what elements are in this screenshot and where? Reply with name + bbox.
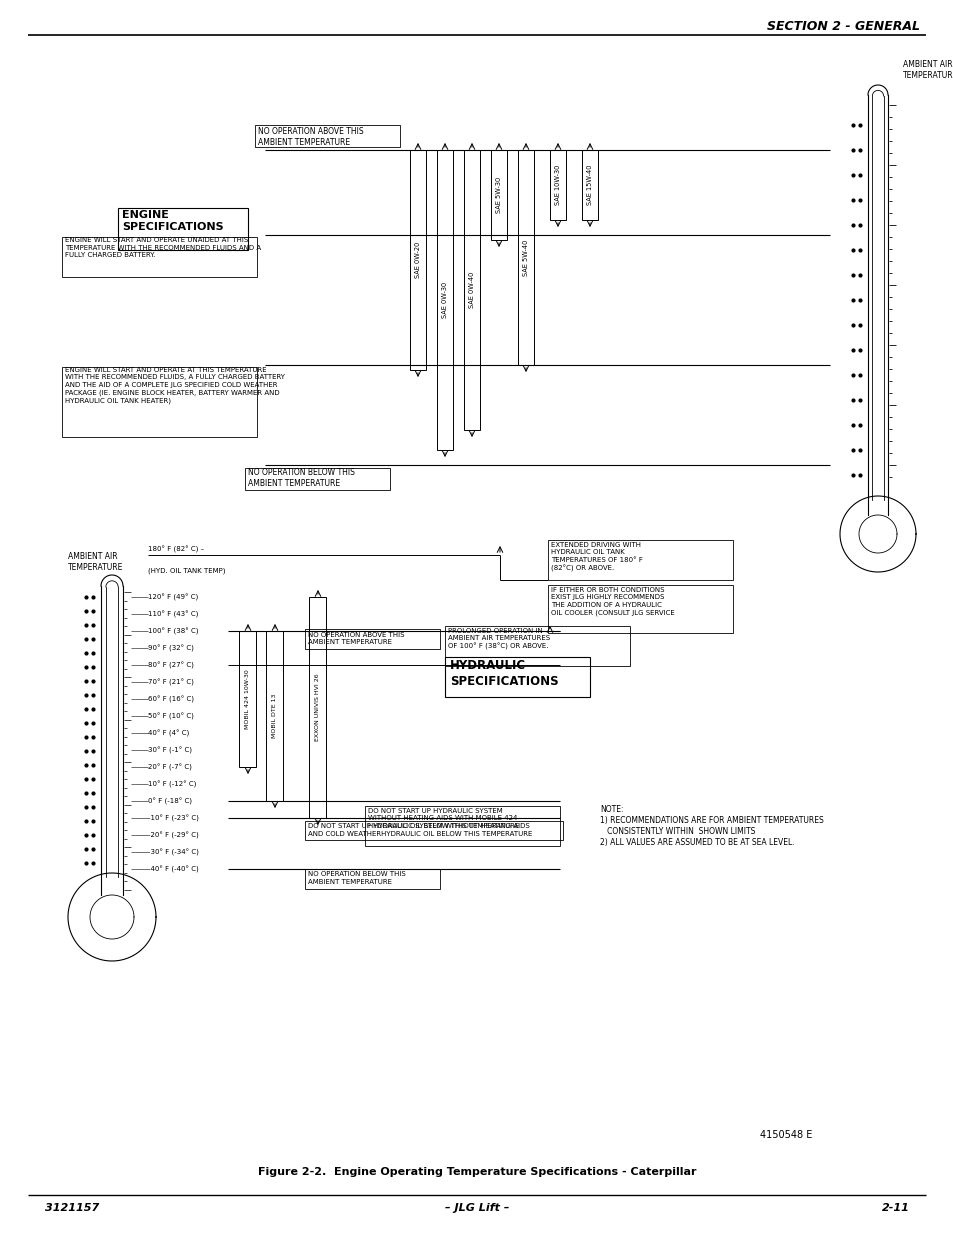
Bar: [365, 806, 559, 846]
Text: – JLG Lift –: – JLG Lift –: [444, 1203, 509, 1213]
Text: AMBIENT AIR
TEMPERATURE: AMBIENT AIR TEMPERATURE: [68, 552, 123, 572]
Text: 30° F (-1° C): 30° F (-1° C): [148, 746, 192, 753]
Text: AMBIENT AIR
TEMPERATURE: AMBIENT AIR TEMPERATURE: [902, 61, 953, 80]
Text: Figure 2-2.  Engine Operating Temperature Specifications - Caterpillar: Figure 2-2. Engine Operating Temperature…: [257, 1167, 696, 1177]
Text: -30° F (-34° C): -30° F (-34° C): [148, 848, 198, 856]
Text: 70° F (21° C): 70° F (21° C): [148, 678, 193, 685]
Bar: [305, 869, 439, 889]
Text: 50° F (10° C): 50° F (10° C): [148, 713, 193, 720]
Bar: [444, 626, 629, 666]
Bar: [305, 629, 439, 650]
Text: -20° F (-29° C): -20° F (-29° C): [148, 831, 198, 839]
Text: 3121157: 3121157: [45, 1203, 99, 1213]
Bar: [62, 367, 256, 437]
Bar: [517, 149, 534, 366]
Text: DO NOT START UP HYDRAULIC SYSTEM
WITHOUT HEATING AIDS WITH MOBILE 424
HYDRAULIC : DO NOT START UP HYDRAULIC SYSTEM WITHOUT…: [368, 808, 518, 829]
Text: EXTENDED DRIVING WITH
HYDRAULIC OIL TANK
TEMPERATURES OF 180° F
(82°C) OR ABOVE.: EXTENDED DRIVING WITH HYDRAULIC OIL TANK…: [551, 542, 642, 572]
Text: PROLONGED OPERATION IN
AMBIENT AIR TEMPERATURES
OF 100° F (38°C) OR ABOVE.: PROLONGED OPERATION IN AMBIENT AIR TEMPE…: [448, 629, 550, 651]
Text: 180° F (82° C) –: 180° F (82° C) –: [148, 546, 204, 553]
Text: MOBIL DTE 13: MOBIL DTE 13: [273, 694, 277, 739]
Text: -10° F (-23° C): -10° F (-23° C): [148, 814, 198, 821]
Text: DO NOT START UP HYDRAULIC SYSTEM WITHOUT HEATING AIDS
AND COLD WEATHERHYDRAULIC : DO NOT START UP HYDRAULIC SYSTEM WITHOUT…: [308, 823, 532, 836]
Text: 80° F (27° C): 80° F (27° C): [148, 662, 193, 668]
Text: SAE 5W-40: SAE 5W-40: [522, 240, 529, 275]
Bar: [547, 540, 732, 580]
Text: 120° F (49° C): 120° F (49° C): [148, 593, 198, 600]
Text: IF EITHER OR BOTH CONDITIONS
EXIST JLG HIGHLY RECOMMENDS
THE ADDITION OF A HYDRA: IF EITHER OR BOTH CONDITIONS EXIST JLG H…: [551, 587, 674, 616]
Bar: [550, 149, 565, 220]
Text: 110° F (43° C): 110° F (43° C): [148, 610, 198, 618]
Bar: [254, 125, 399, 147]
Bar: [444, 657, 589, 697]
Text: 2-11: 2-11: [882, 1203, 909, 1213]
Text: ENGINE WILL START AND OPERATE AT THIS TEMPERATURE
WITH THE RECOMMENDED FLUIDS, A: ENGINE WILL START AND OPERATE AT THIS TE…: [65, 367, 285, 404]
Bar: [309, 597, 326, 818]
Text: 0° F (-18° C): 0° F (-18° C): [148, 798, 192, 805]
Text: 100° F (38° C): 100° F (38° C): [148, 627, 198, 635]
Bar: [436, 149, 453, 450]
Bar: [245, 468, 390, 490]
Text: 40° F (4° C): 40° F (4° C): [148, 730, 189, 736]
Bar: [410, 149, 426, 370]
Text: EXXON UNIVIS HVI 26: EXXON UNIVIS HVI 26: [315, 673, 320, 741]
Text: NO OPERATION BELOW THIS
AMBIENT TEMPERATURE: NO OPERATION BELOW THIS AMBIENT TEMPERAT…: [248, 468, 355, 488]
Text: 10° F (-12° C): 10° F (-12° C): [148, 781, 196, 788]
Text: SAE 15W-40: SAE 15W-40: [586, 164, 593, 205]
Bar: [547, 585, 732, 634]
Text: SAE 0W-40: SAE 0W-40: [469, 272, 475, 309]
Text: (HYD. OIL TANK TEMP): (HYD. OIL TANK TEMP): [148, 567, 225, 573]
Text: ENGINE
SPECIFICATIONS: ENGINE SPECIFICATIONS: [122, 210, 223, 232]
Text: -40° F (-40° C): -40° F (-40° C): [148, 866, 198, 873]
Text: HYDRAULIC
SPECIFICATIONS: HYDRAULIC SPECIFICATIONS: [450, 659, 558, 688]
Text: NO OPERATION ABOVE THIS
AMBIENT TEMPERATURE: NO OPERATION ABOVE THIS AMBIENT TEMPERAT…: [257, 127, 363, 147]
Text: SECTION 2 - GENERAL: SECTION 2 - GENERAL: [766, 20, 919, 33]
Text: NO OPERATION BELOW THIS
AMBIENT TEMPERATURE: NO OPERATION BELOW THIS AMBIENT TEMPERAT…: [308, 871, 405, 884]
Bar: [62, 237, 256, 277]
Text: SAE 5W-30: SAE 5W-30: [496, 177, 501, 214]
Text: SAE 0W-20: SAE 0W-20: [415, 242, 420, 278]
Text: SAE 10W-30: SAE 10W-30: [555, 164, 560, 205]
Bar: [118, 207, 248, 249]
Text: 4150548 E: 4150548 E: [760, 1130, 812, 1140]
Text: ENGINE WILL START AND OPERATE UNAIDED AT THIS
TEMPERATURE WITH THE RECOMMENDED F: ENGINE WILL START AND OPERATE UNAIDED AT…: [65, 237, 261, 258]
Bar: [239, 631, 256, 767]
Text: NOTE:
1) RECOMMENDATIONS ARE FOR AMBIENT TEMPERATURES
   CONSISTENTLY WITHIN  SH: NOTE: 1) RECOMMENDATIONS ARE FOR AMBIENT…: [599, 805, 822, 847]
Text: MOBIL 424 10W-30: MOBIL 424 10W-30: [245, 669, 251, 729]
Bar: [581, 149, 598, 220]
Bar: [491, 149, 506, 240]
Text: SAE 0W-30: SAE 0W-30: [441, 282, 448, 319]
Text: NO OPERATION ABOVE THIS
AMBIENT TEMPERATURE: NO OPERATION ABOVE THIS AMBIENT TEMPERAT…: [308, 632, 404, 646]
Bar: [305, 821, 562, 840]
Bar: [266, 631, 283, 802]
Text: 60° F (16° C): 60° F (16° C): [148, 695, 193, 703]
Bar: [463, 149, 479, 430]
Text: 90° F (32° C): 90° F (32° C): [148, 645, 193, 652]
Text: 20° F (-7° C): 20° F (-7° C): [148, 763, 192, 771]
